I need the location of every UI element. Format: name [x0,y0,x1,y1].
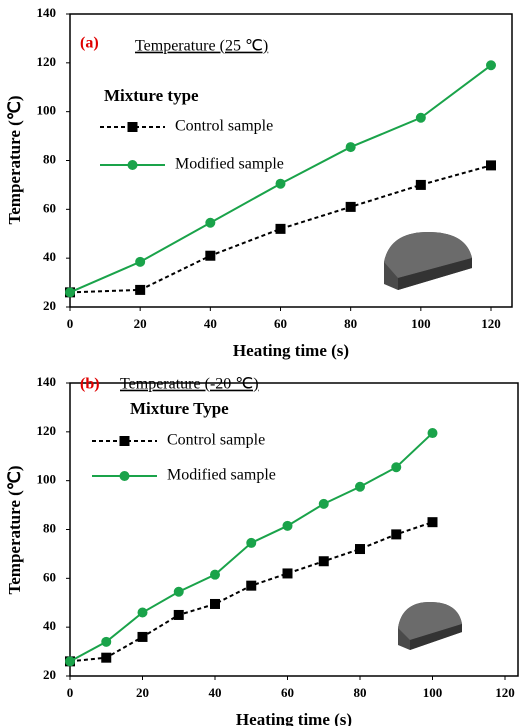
marker [486,160,496,171]
legend-marker [119,436,130,446]
x-tick-label: 120 [495,685,515,700]
marker [65,656,75,667]
marker [210,569,220,580]
x-tick-label: 60 [281,685,294,700]
marker [246,537,257,548]
x-tick-label: 100 [423,685,443,700]
marker [135,256,146,267]
legend-marker [119,471,130,481]
y-tick-label: 100 [37,472,57,487]
marker [205,250,216,261]
marker [246,580,257,591]
marker [101,636,112,647]
marker [210,598,220,609]
marker [355,481,365,492]
marker [318,556,329,567]
legend-title: Mixture type [104,86,199,105]
marker [173,586,184,597]
marker [173,609,184,620]
legend-label: Control sample [175,118,273,135]
marker [275,178,286,189]
marker [391,462,402,473]
marker [486,60,496,71]
marker [282,568,293,579]
x-tick-label: 20 [134,316,147,331]
y-tick-label: 100 [37,103,57,118]
marker [427,428,438,439]
y-tick-label: 120 [37,423,57,438]
y-tick-label: 140 [37,5,57,20]
x-tick-label: 40 [209,685,222,700]
marker [282,520,293,531]
legend-label: Modified sample [167,467,276,484]
panel-label: (b) [80,376,100,393]
y-tick-label: 80 [43,151,56,166]
specimen-icon [398,602,462,650]
x-axis-label: Heating time (s) [233,341,349,360]
panel-label: (a) [80,35,99,52]
marker [65,287,75,298]
legend-marker [127,160,138,170]
marker [345,201,356,212]
x-tick-label: 40 [204,316,217,331]
y-tick-label: 40 [43,249,56,264]
marker [415,179,426,190]
marker [137,607,148,618]
y-tick-label: 20 [43,667,56,682]
specimen-icon [384,232,472,290]
marker [427,517,438,528]
marker [355,544,365,555]
annotation: Temperature (-20 ℃) [120,376,259,393]
x-tick-label: 0 [67,316,74,331]
y-tick-label: 60 [43,569,56,584]
y-tick-label: 80 [43,520,56,535]
marker [137,631,148,642]
x-axis-label: Heating time (s) [236,710,352,726]
y-axis-label: Temperature (℃) [5,465,24,594]
y-tick-label: 60 [43,200,56,215]
x-tick-label: 120 [481,316,501,331]
marker [345,142,356,153]
marker [275,223,286,234]
y-tick-label: 40 [43,618,56,633]
marker [135,284,146,295]
legend-label: Control sample [167,432,265,449]
legend-marker [127,122,138,132]
marker [391,529,402,540]
x-tick-label: 80 [354,685,367,700]
x-tick-label: 100 [411,316,431,331]
marker [318,498,329,509]
y-axis-label: Temperature (℃) [5,95,24,224]
legend-title: Mixture Type [130,399,229,418]
x-tick-label: 80 [344,316,357,331]
marker [415,112,426,123]
x-tick-label: 60 [274,316,287,331]
y-tick-label: 20 [43,298,56,313]
legend-label: Modified sample [175,156,284,173]
x-tick-label: 20 [136,685,149,700]
y-tick-label: 140 [37,374,57,389]
x-tick-label: 0 [67,685,74,700]
annotation: Temperature (25 ℃) [135,38,268,55]
y-tick-label: 120 [37,54,57,69]
marker [205,217,216,228]
marker [101,652,112,663]
